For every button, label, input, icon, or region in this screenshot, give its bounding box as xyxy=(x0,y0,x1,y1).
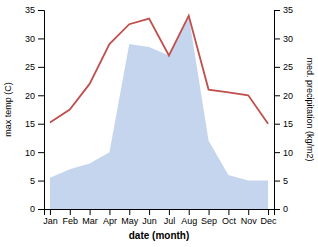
tick-mark xyxy=(274,124,280,125)
x-axis: Jan FebMar Apr MayJun Jul Aug Sep Oct NovDec xyxy=(43,209,277,226)
tick: May xyxy=(121,209,139,226)
tick: 30 xyxy=(274,34,293,44)
tick: Dec xyxy=(261,209,278,226)
tick: 15 xyxy=(274,119,293,129)
tick-label: 30 xyxy=(283,34,293,44)
tick-mark xyxy=(50,209,51,215)
tick-mark xyxy=(274,209,280,210)
tick: Apr xyxy=(103,209,117,226)
tick-label: Nov xyxy=(241,216,258,226)
tick-label: Jun xyxy=(142,216,157,226)
axis-line xyxy=(45,210,275,216)
tick: Aug xyxy=(181,209,197,226)
tick-label: 25 xyxy=(283,62,293,72)
tick-mark xyxy=(274,67,280,68)
tick-mark xyxy=(38,209,44,210)
tick-mark xyxy=(38,152,44,153)
tick-label: 5 xyxy=(30,176,35,186)
tick-mark xyxy=(38,67,44,68)
tick: Jul xyxy=(164,209,176,226)
tick-label: 20 xyxy=(25,91,35,101)
tick-mark xyxy=(228,209,229,215)
tick-mark xyxy=(268,209,269,215)
tick-mark xyxy=(274,181,280,182)
tick-mark xyxy=(70,209,71,215)
chart: Jan FebMar Apr MayJun Jul Aug Sep Oct NovDec 0 5 10… xyxy=(0,0,318,247)
tick-mark xyxy=(248,209,249,215)
tick-label: 15 xyxy=(25,119,35,129)
tick: Mar xyxy=(82,209,98,226)
tick-label: 5 xyxy=(283,176,288,186)
tick: Jun xyxy=(142,209,157,226)
tick: 10 xyxy=(274,148,293,158)
tick: 5 xyxy=(274,176,288,186)
tick-label: Dec xyxy=(261,216,278,226)
marks xyxy=(50,16,268,209)
tick: 15 xyxy=(25,119,44,129)
tick-mark xyxy=(38,95,44,96)
y-axis: 0 5 10 15 20 25 30 35 xyxy=(25,5,45,214)
y2-axis: 0 5 10 15 20 25 30 35 xyxy=(274,5,293,214)
tick-label: Mar xyxy=(82,216,98,226)
tick-label: 10 xyxy=(283,148,293,158)
tick: Feb xyxy=(63,209,79,226)
tick: Oct xyxy=(222,209,237,226)
tick: Sep xyxy=(201,209,217,226)
tick: 25 xyxy=(274,62,293,72)
tick-label: May xyxy=(121,216,139,226)
tick: 35 xyxy=(274,5,293,15)
tick-mark xyxy=(149,209,150,215)
tick-mark xyxy=(274,95,280,96)
tick: Jan xyxy=(43,209,58,226)
tick-mark xyxy=(90,209,91,215)
tick: 35 xyxy=(25,5,44,15)
tick-mark xyxy=(38,181,44,182)
tick-label: Aug xyxy=(181,216,197,226)
tick: 30 xyxy=(25,34,44,44)
tick-mark xyxy=(209,209,210,215)
tick-mark xyxy=(38,124,44,125)
tick-mark xyxy=(38,10,44,11)
tick: 0 xyxy=(30,204,44,214)
tick-mark xyxy=(274,38,280,39)
tick: 5 xyxy=(30,176,44,186)
tick-mark xyxy=(109,209,110,215)
tick: 10 xyxy=(25,148,44,158)
tick-mark xyxy=(129,209,130,215)
tick-label: 15 xyxy=(283,119,293,129)
plot: Jan FebMar Apr MayJun Jul Aug Sep Oct NovDec 0 5 10… xyxy=(25,5,293,226)
tick-mark xyxy=(169,209,170,215)
tick: 20 xyxy=(25,91,44,101)
axis-line xyxy=(38,11,45,210)
tick-label: Oct xyxy=(222,216,237,226)
tick-label: 35 xyxy=(25,5,35,15)
tick-mark xyxy=(189,209,190,215)
area xyxy=(50,16,268,209)
tick-mark xyxy=(274,10,280,11)
tick: 20 xyxy=(274,91,293,101)
tick: 25 xyxy=(25,62,44,72)
tick-label: Jul xyxy=(164,216,176,226)
tick: Nov xyxy=(241,209,258,226)
tick-mark xyxy=(38,38,44,39)
tick-label: Jan xyxy=(43,216,58,226)
line xyxy=(50,16,268,124)
tick-label: 30 xyxy=(25,34,35,44)
tick-label: Apr xyxy=(103,216,117,226)
tick-label: Sep xyxy=(201,216,217,226)
tick-label: 0 xyxy=(30,204,35,214)
tick-label: 0 xyxy=(283,204,288,214)
tick-label: 10 xyxy=(25,148,35,158)
tick-label: 20 xyxy=(283,91,293,101)
tick: 0 xyxy=(274,204,288,214)
y2-axis-title: med. precipitation (kg/m2) xyxy=(305,57,315,161)
tick-label: 25 xyxy=(25,62,35,72)
axis-line xyxy=(275,11,281,210)
y-axis-title: max temp (C) xyxy=(3,82,13,137)
tick-mark xyxy=(274,152,280,153)
x-axis-title: date (month) xyxy=(129,230,190,241)
tick-label: 35 xyxy=(283,5,293,15)
tick-label: Feb xyxy=(63,216,79,226)
